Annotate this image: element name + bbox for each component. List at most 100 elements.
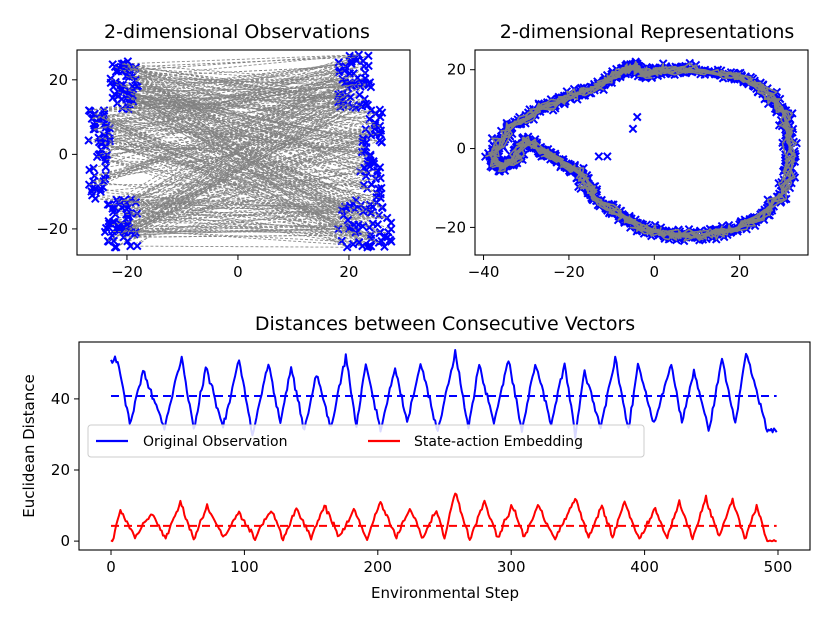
representations-ytick-label: −20 xyxy=(434,218,466,236)
observations-data xyxy=(84,50,396,252)
representations-xtick-label: 0 xyxy=(650,263,660,281)
observation-point xyxy=(110,203,120,213)
observation-point xyxy=(105,134,114,144)
observation-point xyxy=(348,239,358,249)
axes-frame-distances xyxy=(78,341,811,551)
distances-data xyxy=(110,349,778,543)
distances-xtick-label: 100 xyxy=(230,558,259,576)
observation-point xyxy=(364,241,373,251)
observation-point xyxy=(366,241,376,251)
observation-point xyxy=(354,237,364,247)
representation-trajectory xyxy=(487,62,797,240)
distances-xtick-label: 500 xyxy=(764,558,793,576)
observation-point xyxy=(86,107,95,116)
x-axis-label: Environmental Step xyxy=(371,584,519,602)
legend-label-embedding: State-action Embedding xyxy=(414,434,583,450)
observation-point xyxy=(90,118,100,127)
representation-outlier xyxy=(628,124,638,134)
observation-point xyxy=(108,60,118,69)
observation-point xyxy=(334,58,344,67)
distances-xtick-label: 400 xyxy=(630,558,659,576)
axes-frame-observations xyxy=(76,49,411,256)
observations-ytick-label: 20 xyxy=(49,71,68,89)
distances-ytick-label: 20 xyxy=(51,461,70,479)
observations-xtick-label: −20 xyxy=(111,263,143,281)
series-line-state-action-embedding xyxy=(110,492,777,543)
observation-point xyxy=(358,207,368,216)
representations-ticks: −40 −20 0 20 −20 0 20 xyxy=(434,61,749,281)
subplot-distances: Distances between Consecutive Vectors 0 1… xyxy=(20,313,811,602)
series-line-original-observation xyxy=(110,349,778,439)
distances-ytick-label: 40 xyxy=(51,390,70,408)
representations-xtick-label: −40 xyxy=(468,263,500,281)
observation-point xyxy=(363,168,373,178)
representations-xtick-label: 20 xyxy=(730,263,749,281)
observation-point xyxy=(372,168,382,177)
chart-title-observations: 2-dimensional Observations xyxy=(104,21,370,43)
observations-ytick-label: −20 xyxy=(36,220,68,238)
observation-point xyxy=(367,180,376,189)
observation-point xyxy=(374,184,384,194)
observation-point xyxy=(88,113,98,123)
observation-point xyxy=(346,59,356,69)
observation-point xyxy=(104,219,114,228)
observation-point xyxy=(345,51,354,61)
observation-trajectory-overlay xyxy=(88,54,389,248)
distances-xtick-label: 0 xyxy=(106,558,116,576)
observation-point xyxy=(363,100,373,110)
representation-outlier xyxy=(603,152,612,161)
observation-point xyxy=(132,241,142,251)
distances-xtick-label: 300 xyxy=(497,558,526,576)
distances-ytick-label: 0 xyxy=(60,532,70,550)
y-axis-label: Euclidean Distance xyxy=(20,374,38,517)
observation-point xyxy=(377,236,386,246)
representation-outlier xyxy=(632,112,642,122)
observation-point xyxy=(99,130,108,140)
subplot-observations: 2-dimensional Observations −20 0 20 −20 0 20 xyxy=(36,21,411,281)
observation-point xyxy=(366,150,375,160)
observation-point xyxy=(91,194,100,204)
observation-point xyxy=(90,171,99,181)
observation-point xyxy=(94,133,103,143)
legend: Original Observation State-action Embedd… xyxy=(87,424,645,458)
chart-title-representations: 2-dimensional Representations xyxy=(500,21,795,43)
observation-point xyxy=(373,166,382,175)
legend-box xyxy=(87,424,645,458)
representations-ytick-label: 0 xyxy=(456,140,466,158)
representations-data xyxy=(480,57,801,246)
representation-outlier xyxy=(594,152,604,161)
representations-xtick-label: −20 xyxy=(553,263,585,281)
subplot-representations: 2-dimensional Representations −40 −20 0 20−… xyxy=(434,21,809,281)
observation-point xyxy=(341,62,350,71)
observation-point xyxy=(377,137,387,147)
observations-ytick-label: 0 xyxy=(58,145,68,163)
chart-title-distances: Distances between Consecutive Vectors xyxy=(255,313,635,335)
observations-xtick-label: 0 xyxy=(233,263,243,281)
observation-point xyxy=(368,202,378,212)
observation-point xyxy=(111,242,121,252)
observation-point xyxy=(96,187,105,196)
observation-point xyxy=(344,224,354,233)
axes-frame-representations xyxy=(474,49,809,256)
observation-point xyxy=(378,202,387,212)
observations-xtick-label: 20 xyxy=(339,263,358,281)
observation-point xyxy=(90,184,100,193)
observation-point xyxy=(123,212,133,222)
observation-point xyxy=(109,236,119,246)
observation-point xyxy=(108,93,118,103)
distances-ticks: 0 100 200 300 400 500 0 20 40 xyxy=(51,390,792,576)
observation-point xyxy=(117,94,127,104)
observation-point xyxy=(376,126,386,135)
observation-point xyxy=(385,235,395,245)
observation-point xyxy=(103,200,113,209)
observation-point xyxy=(376,173,385,183)
observation-point xyxy=(101,223,111,233)
observations-ticks: −20 0 20 −20 0 20 xyxy=(36,71,358,281)
observation-point xyxy=(84,136,93,145)
observation-point xyxy=(357,147,367,157)
observation-point xyxy=(380,242,389,251)
observation-point xyxy=(114,224,123,234)
representation-trajectory xyxy=(490,65,796,239)
representations-ytick-label: 20 xyxy=(447,61,466,79)
